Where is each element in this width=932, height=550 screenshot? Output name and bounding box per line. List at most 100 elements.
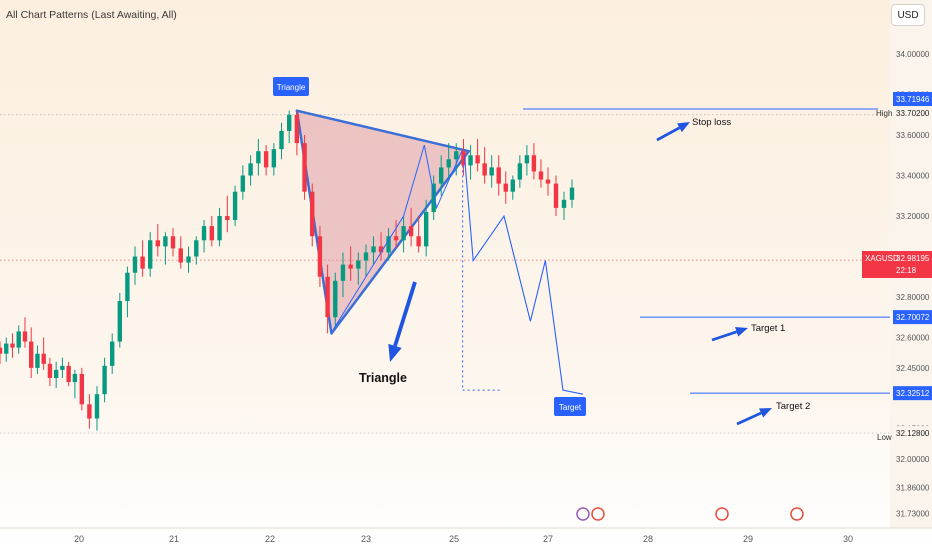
candle-body xyxy=(401,226,406,241)
flag-icon[interactable] xyxy=(591,507,605,521)
candle-body xyxy=(155,240,160,247)
target2-badge xyxy=(893,386,932,401)
x-tick-label: 25 xyxy=(449,534,459,544)
y-tick-label: 33.60000 xyxy=(896,131,930,140)
target1-badge-text: 32.70072 xyxy=(896,313,930,322)
lightning-icon[interactable] xyxy=(576,507,590,521)
triangle-label: Triangle xyxy=(359,371,407,385)
candle-body xyxy=(461,151,466,166)
x-tick-label: 22 xyxy=(265,534,275,544)
candle-body xyxy=(47,363,53,378)
candle-body xyxy=(79,373,84,405)
candle-body xyxy=(454,151,459,160)
candle-body xyxy=(256,151,261,164)
candle-body xyxy=(94,394,100,419)
candle-body xyxy=(423,211,429,247)
candle-body xyxy=(538,171,544,180)
target1-badge xyxy=(893,310,932,325)
low-badge xyxy=(893,426,932,441)
candle-body xyxy=(60,365,65,370)
candle-body xyxy=(325,276,330,318)
x-tick-label: 30 xyxy=(843,534,853,544)
x-tick-label: 28 xyxy=(643,534,653,544)
candle-body xyxy=(510,179,515,192)
countdown-label: 22:18 xyxy=(896,266,917,275)
candle-body xyxy=(16,331,21,348)
candle-body xyxy=(340,264,346,281)
candle-body xyxy=(186,256,191,263)
candle-body xyxy=(53,369,59,378)
candle-body xyxy=(489,167,494,176)
target-tag-box xyxy=(554,397,586,416)
chart-title: All Chart Patterns (Last Awaiting, All) xyxy=(6,9,177,21)
target1-label: Target 1 xyxy=(751,323,785,334)
candle-body xyxy=(248,163,253,176)
candle-body xyxy=(0,347,3,354)
triangle-arrow-icon xyxy=(388,343,402,362)
candle-body xyxy=(170,236,176,249)
zigzag-line xyxy=(332,144,463,330)
last-price-value: 32.98195 xyxy=(896,254,930,263)
candle-body xyxy=(240,175,246,192)
candle-body xyxy=(431,183,436,212)
candle-body xyxy=(553,183,559,208)
projection-path xyxy=(463,155,584,395)
y-tick-label: 32.60000 xyxy=(896,334,930,343)
y-tick-label: 32.45000 xyxy=(896,364,930,373)
candle-body xyxy=(468,155,473,166)
candle-body xyxy=(22,331,28,342)
high-label: High xyxy=(876,109,892,118)
candle-body xyxy=(310,191,315,237)
x-tick-label: 23 xyxy=(361,534,371,544)
candle-body xyxy=(524,155,530,164)
candle-body xyxy=(279,130,284,150)
target2-badge-text: 32.32512 xyxy=(896,389,930,398)
candle-body xyxy=(209,226,214,241)
candle-body xyxy=(10,343,15,348)
symbol-label: XAGUSD xyxy=(865,254,899,263)
currency-button[interactable]: USD xyxy=(891,4,925,26)
low-label: Low xyxy=(877,433,892,442)
candle-body xyxy=(531,155,537,172)
flag-icon[interactable] xyxy=(715,507,729,521)
y-tick-label: 31.73000 xyxy=(896,510,930,519)
candle-body xyxy=(225,216,230,221)
candle-body xyxy=(363,252,369,261)
x-tick-label: 20 xyxy=(74,534,84,544)
x-tick-label: 29 xyxy=(743,534,753,544)
candle-body xyxy=(416,236,421,247)
triangle-pattern xyxy=(295,109,471,335)
candle-body xyxy=(408,226,414,237)
low-badge-text: 32.12800 xyxy=(896,429,930,438)
candle-body xyxy=(569,187,575,200)
candle-body xyxy=(294,114,300,144)
flag-icon[interactable] xyxy=(790,507,804,521)
candle-body xyxy=(439,167,444,184)
high-badge-text: 33.71946 xyxy=(896,95,930,104)
target1-arrow-icon xyxy=(735,327,748,337)
x-tick-label: 21 xyxy=(169,534,179,544)
candle-body xyxy=(302,143,307,192)
candle-body xyxy=(287,114,292,131)
candle-body xyxy=(29,341,34,368)
triangle-tag-box xyxy=(273,77,309,96)
target1-arrow-icon xyxy=(711,330,738,342)
candle-body xyxy=(545,179,551,184)
candle-body xyxy=(333,280,338,318)
candle-body xyxy=(475,155,480,164)
candle-body xyxy=(271,149,277,168)
stop-loss-arrow-icon xyxy=(656,126,681,142)
candle-body xyxy=(194,240,199,257)
stop-badge xyxy=(893,106,932,120)
candle-body xyxy=(393,236,399,241)
target2-arrow-icon xyxy=(759,408,772,418)
y-tick-label: 34.00000 xyxy=(896,50,930,59)
candle-body xyxy=(102,365,107,395)
stop-badge-text: 33.70200 xyxy=(896,109,930,118)
candle-body xyxy=(132,256,138,273)
candle-body xyxy=(348,264,353,269)
candle-body xyxy=(356,260,361,269)
candle-body xyxy=(66,365,71,383)
y-tick-label: 31.86000 xyxy=(896,483,930,492)
